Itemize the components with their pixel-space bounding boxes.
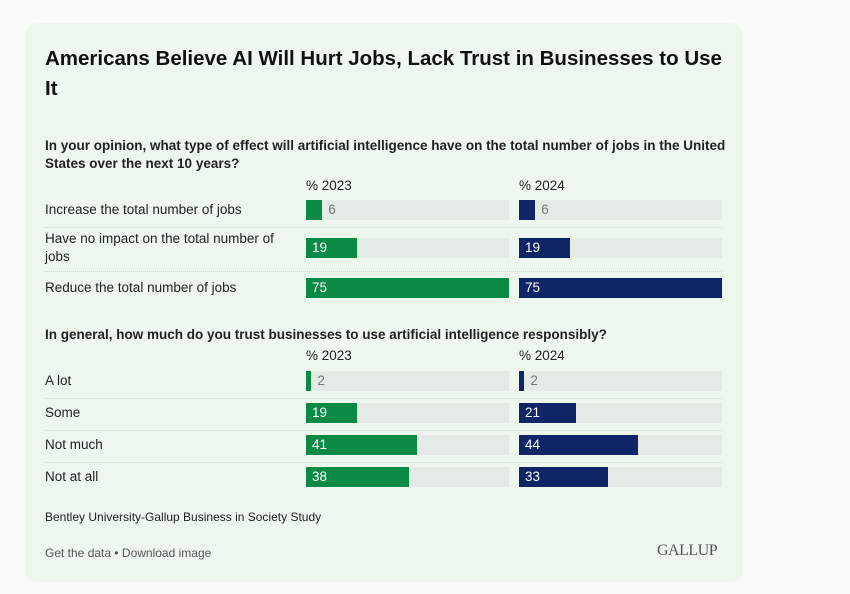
bar <box>519 238 571 258</box>
data-label: 6 <box>328 202 336 217</box>
bar <box>519 371 525 391</box>
data-label: 75 <box>312 280 328 295</box>
bar <box>306 278 509 298</box>
data-label: 19 <box>312 405 328 420</box>
bar-track: 19 <box>306 238 509 258</box>
data-label: 19 <box>525 240 541 255</box>
bar-track: 41 <box>306 435 509 455</box>
data-label: 41 <box>312 437 328 452</box>
category-label: A lot <box>45 373 72 388</box>
series-header: % 2024 <box>519 348 565 363</box>
bar-track: 21 <box>519 403 722 423</box>
bar-track: 44 <box>519 435 722 455</box>
row-divider <box>45 271 722 272</box>
data-label: 38 <box>312 469 328 484</box>
bar-track: 19 <box>306 403 509 423</box>
category-label: Some <box>45 405 81 420</box>
category-label: Not at all <box>45 469 99 484</box>
data-label: 2 <box>530 373 538 388</box>
series-header: % 2023 <box>306 178 352 193</box>
data-label: 75 <box>525 280 541 295</box>
bar-track: 33 <box>519 467 722 487</box>
category-label: Reduce the total number of jobs <box>45 280 237 295</box>
data-label: 19 <box>312 240 328 255</box>
bar <box>306 200 323 220</box>
series-header: % 2024 <box>519 178 565 193</box>
bar-track: 6 <box>306 200 509 220</box>
row-divider <box>45 398 722 399</box>
bar <box>519 435 639 455</box>
bar <box>306 238 358 258</box>
data-label: 44 <box>525 437 541 452</box>
chart-title: Americans Believe AI Will Hurt Jobs, Lac… <box>45 47 722 100</box>
row-divider <box>45 430 722 431</box>
data-label: 21 <box>525 405 541 420</box>
category-label: Have no impact on the total number of jo… <box>45 231 274 264</box>
chart-card <box>25 23 743 582</box>
bar-track: 75 <box>306 278 509 298</box>
series-header: % 2023 <box>306 348 352 363</box>
bar <box>306 403 358 423</box>
row-divider <box>45 462 722 463</box>
row-divider <box>45 227 722 228</box>
data-label: 33 <box>525 469 541 484</box>
question-title: In your opinion, what type of effect wil… <box>45 138 726 171</box>
bar <box>519 467 609 487</box>
bar <box>306 467 409 487</box>
bar-track: 2 <box>519 371 722 391</box>
bar <box>306 371 312 391</box>
category-label: Increase the total number of jobs <box>45 202 242 217</box>
bar-track: 6 <box>519 200 722 220</box>
data-label: 6 <box>541 202 549 217</box>
data-label: 2 <box>317 373 325 388</box>
bar <box>519 200 536 220</box>
question-title: In general, how much do you trust busine… <box>45 327 607 342</box>
gallup-logo: GALLUP <box>657 542 718 559</box>
bar-track: 2 <box>306 371 509 391</box>
bar-track: 19 <box>519 238 722 258</box>
category-label: Not much <box>45 437 103 452</box>
source-note: Bentley University-Gallup Business in So… <box>45 510 322 524</box>
get-data-download-links[interactable]: Get the data • Download image <box>45 546 212 560</box>
bar-track: 75 <box>519 278 722 298</box>
bar <box>519 278 722 298</box>
bar-track: 38 <box>306 467 509 487</box>
bar <box>519 403 576 423</box>
bar <box>306 435 417 455</box>
